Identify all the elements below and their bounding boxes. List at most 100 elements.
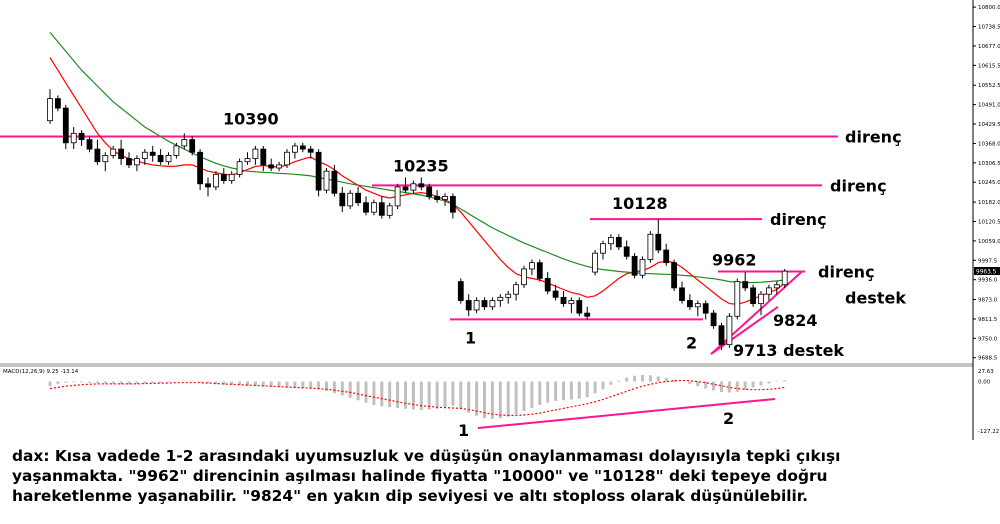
candle-body-51 [449,196,456,213]
candle-body-44 [394,186,401,207]
candle-body-68 [584,312,591,317]
candle-body-71 [608,237,614,245]
macd-scale-2: -127.22 [978,429,999,435]
candle-body-82 [694,303,701,308]
macd-point-1: 1 [458,421,469,440]
candle-body-6 [94,148,101,163]
y-tick-label-12: 10059.0 [978,239,1000,245]
candle-body-14 [157,155,164,163]
candle-body-9 [118,148,124,159]
candle-body-8 [110,148,117,156]
candle-body-22 [220,173,227,182]
y-tick-label-2: 10677.0 [978,44,1000,50]
candle-body-4 [78,132,85,141]
support-level-9713: 9713 destek [733,341,844,360]
candle-body-16 [173,145,180,156]
candle-body-84 [710,312,717,327]
macd-signal-line [49,379,785,416]
candle-body-92 [773,284,780,289]
ma-slow-line [49,32,785,284]
analysis-caption: dax: Kısa vadede 1-2 arasındaki uyumsuzl… [12,446,988,506]
candle-body-5 [86,139,93,150]
y-tick-label-9: 10245.0 [978,180,1000,186]
candle-body-55 [481,300,488,308]
candle-body-81 [687,300,693,308]
candle-body-47 [418,183,425,188]
y-tick-label-0: 10800.0 [978,5,1000,11]
y-tick-label-4: 10552.5 [978,83,1000,89]
y-tick-label-11: 10120.5 [978,219,1000,225]
candle-body-74 [631,255,638,276]
candle-body-80 [679,287,685,301]
candle-body-35 [323,170,330,191]
candle-body-29 [276,164,283,169]
candle-body-49 [434,196,441,200]
y-tick-label-13: 9997.5 [978,258,998,264]
candle-body-28 [268,164,275,169]
resistance-label-9962: 9962 [712,250,757,269]
support-destek: destek [845,289,906,308]
candle-body-50 [442,196,448,200]
candle-body-15 [165,155,172,163]
resistance-note-10390: direnç [845,127,902,146]
y-tick-label-6: 10429.5 [978,122,1000,128]
candle-body-41 [370,202,377,213]
candle-body-11 [133,158,140,166]
candle-body-69 [592,252,598,273]
candle-body-45 [402,186,409,191]
candle-body-67 [576,300,583,314]
candle-body-0 [47,98,53,122]
macd-point-2: 2 [723,409,734,428]
candle-body-36 [331,170,338,194]
candle-body-21 [212,173,219,188]
last-price-tag [974,267,1000,276]
candle-body-54 [473,300,480,311]
y-tick-label-14: 9936.0 [978,278,998,284]
y-tick-label-7: 10368.0 [978,141,1000,147]
candle-body-93 [781,270,788,286]
y-tick-label-8: 10306.5 [978,161,1000,167]
candle-body-40 [363,202,369,213]
candle-body-56 [489,300,496,308]
candle-body-10 [126,158,132,166]
macd-scale-0: 27.63 [978,369,994,375]
candle-body-63 [544,278,551,292]
candle-body-77 [655,233,662,251]
caption-line-1: dax: Kısa vadede 1-2 arasındaki uyumsuzl… [12,447,841,465]
candle-body-65 [560,296,567,305]
resistance-note-9962: direnç [818,262,875,281]
level-lines [0,135,838,355]
candle-body-48 [426,186,433,197]
y-tick-label-17: 9750.0 [978,336,998,342]
candle-body-70 [600,243,606,254]
candle-body-73 [623,246,630,257]
candle-body-88 [742,281,749,289]
candle-body-52 [457,281,464,301]
candle-body-59 [513,284,519,295]
candle-body-75 [639,259,646,276]
y-tick-label-10: 10182.0 [978,200,1000,206]
candle-body-7 [102,155,109,163]
candle-body-37 [339,192,346,207]
candle-body-38 [347,192,354,207]
dax-price-chart: MACD(12,26,9) 9.25 -13.14 27.63 0.00 -127.2… [0,0,1000,440]
candle-body-13 [149,151,156,156]
ma-fast-line [49,57,786,305]
candle-body-32 [299,145,306,150]
resistance-note-10235: direnç [830,176,887,195]
candle-body-27 [260,148,267,166]
candle-body-20 [205,183,211,188]
candle-body-53 [465,300,472,311]
y-tick-label-15: 9873.0 [978,298,998,304]
candle-body-33 [307,148,314,153]
candle-body-26 [252,148,259,159]
candle-body-91 [766,287,772,295]
y-tick-label-16: 9811.5 [978,317,998,323]
y-tick-label-18: 9688.5 [978,356,998,362]
candle-body-87 [734,281,741,317]
candle-body-83 [702,303,709,314]
resistance-label-10390: 10390 [223,109,279,128]
moving-averages [49,32,786,305]
candle-body-25 [244,158,251,163]
